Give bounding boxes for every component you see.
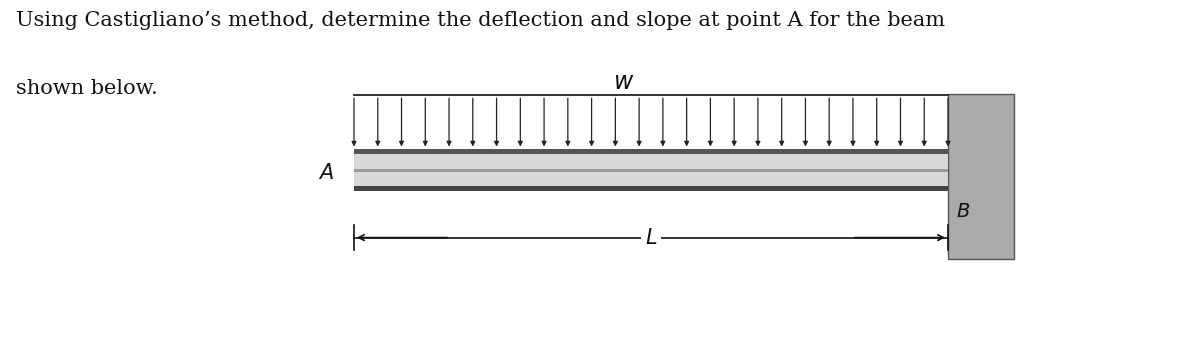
Bar [354, 186, 948, 191]
Bar [354, 149, 948, 154]
Bar [354, 149, 948, 191]
Text: shown below.: shown below. [16, 79, 157, 98]
Text: $B$: $B$ [956, 203, 971, 221]
Bar [948, 94, 1014, 259]
Bar [354, 168, 948, 172]
Text: $A$: $A$ [318, 163, 334, 183]
Text: Using Castigliano’s method, determine the deflection and slope at point A for th: Using Castigliano’s method, determine th… [16, 11, 944, 30]
Text: $L$: $L$ [644, 228, 658, 248]
Text: $w$: $w$ [613, 71, 635, 94]
